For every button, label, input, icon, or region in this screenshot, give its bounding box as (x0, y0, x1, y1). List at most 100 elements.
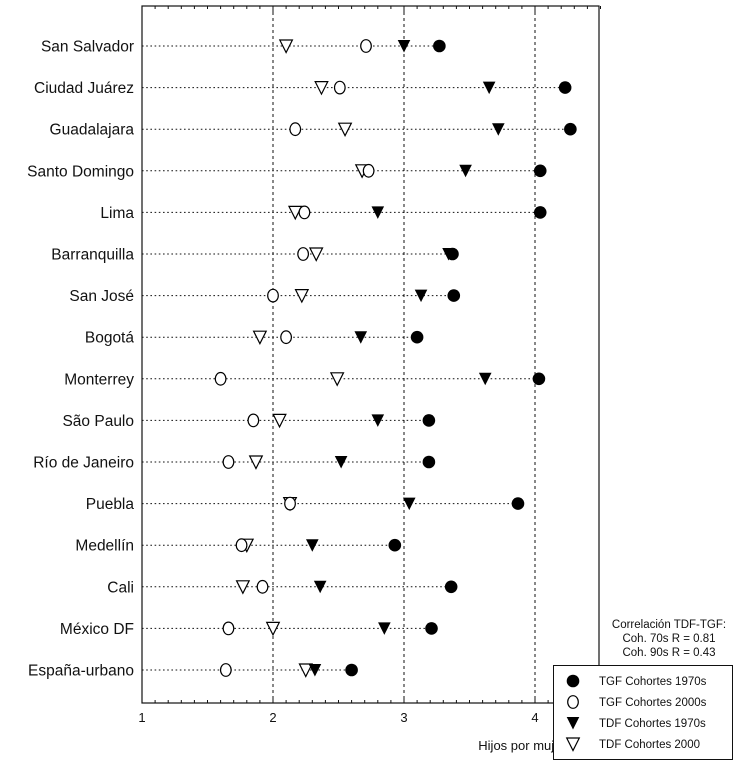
correlation-annotation: Correlación TDF-TGF: Coh. 70s R = 0.81 C… (598, 618, 740, 660)
data-point-filled-circle (532, 372, 546, 386)
x-tick-label: 3 (400, 710, 407, 725)
data-point-filled-triangle-down (313, 580, 327, 594)
data-point-open-circle (333, 80, 346, 95)
data-point-filled-circle (433, 39, 446, 53)
data-markers (214, 39, 577, 678)
data-point-open-circle (267, 288, 279, 303)
data-point-open-triangle-down (308, 247, 324, 262)
annotation-title: Correlación TDF-TGF: (611, 619, 727, 631)
row-guide-lines (142, 45, 571, 671)
legend-marker-filled-circle (566, 674, 580, 688)
data-point-filled-triangle-down (308, 664, 322, 677)
data-point-filled-circle (446, 247, 459, 261)
data-point-open-triangle-down (235, 580, 251, 595)
category-label: España-urbano (28, 663, 134, 680)
data-point-filled-circle (410, 330, 424, 344)
data-point-filled-circle (444, 580, 458, 594)
data-point-filled-circle (447, 289, 461, 302)
category-label: Santo Domingo (27, 163, 134, 180)
annotation-line-90s: Coh. 90s R = 0.43 (622, 647, 716, 659)
data-point-open-circle (362, 163, 375, 178)
legend-label: TDF Cohortes 1970s (599, 718, 706, 730)
category-label: San José (69, 288, 134, 305)
data-point-open-circle (360, 39, 372, 53)
category-label: São Paulo (62, 413, 134, 430)
x-axis-title: Hijos por mujer (478, 738, 566, 753)
category-label: Guadalajara (50, 122, 135, 139)
category-label: Barranquilla (51, 247, 134, 264)
category-label: Lima (100, 205, 134, 222)
category-label: Ciudad Juárez (34, 80, 134, 97)
data-point-open-triangle-down (252, 330, 268, 346)
data-point-open-triangle-down (278, 39, 294, 54)
legend-marker-filled-triangle-down (566, 717, 580, 730)
data-point-open-circle (297, 247, 310, 261)
data-point-filled-circle (511, 497, 525, 510)
category-labels: San Salvador Ciudad Juárez Guadalajara Sant… (27, 39, 134, 680)
data-point-open-circle (256, 579, 269, 594)
category-label: Monterrey (64, 371, 134, 388)
legend-marker-open-circle (567, 695, 579, 709)
data-point-open-triangle-down (248, 455, 264, 470)
legend-marker-open-triangle-down (565, 737, 581, 752)
plot-frame (141, 5, 600, 704)
data-point-open-circle (222, 621, 235, 636)
data-point-filled-triangle-down (414, 289, 428, 303)
data-point-open-circle (284, 496, 296, 511)
data-point-filled-circle (422, 414, 436, 427)
data-point-filled-triangle-down (354, 331, 368, 344)
legend-label: TGF Cohortes 1970s (599, 676, 707, 688)
category-label: Bogotá (85, 330, 135, 347)
data-point-filled-triangle-down (459, 164, 472, 178)
data-point-filled-circle (422, 455, 436, 469)
data-point-filled-triangle-down (482, 81, 496, 95)
data-point-filled-circle (533, 164, 547, 178)
category-label: Medellín (75, 538, 134, 555)
data-point-filled-circle (564, 122, 577, 136)
legend-entries: TGF Cohortes 1970s TGF Cohortes 2000s TDF … (565, 674, 707, 752)
category-label: Puebla (86, 496, 135, 513)
legend-label: TGF Cohortes 2000s (599, 697, 707, 709)
data-point-open-triangle-down (329, 372, 345, 387)
data-point-open-triangle-down (294, 289, 310, 304)
data-point-open-circle (214, 371, 227, 386)
x-tick-label: 2 (269, 710, 276, 725)
data-point-open-circle (219, 663, 232, 677)
category-label: México DF (60, 621, 134, 638)
data-point-filled-triangle-down (334, 456, 348, 469)
data-point-open-triangle-down (337, 122, 353, 138)
data-point-filled-circle (388, 538, 402, 552)
data-point-filled-triangle-down (378, 622, 391, 635)
data-point-filled-circle (558, 81, 572, 94)
data-point-filled-triangle-down (306, 539, 319, 552)
data-point-open-circle (289, 122, 302, 137)
data-point-filled-triangle-down (371, 414, 385, 427)
data-point-open-triangle-down (314, 80, 329, 96)
data-point-open-triangle-down (287, 205, 303, 221)
category-label: San Salvador (41, 39, 134, 56)
data-point-open-circle (235, 538, 248, 553)
axis-ticks: 1 2 3 4 (138, 6, 601, 725)
annotation-line-70s: Coh. 70s R = 0.81 (622, 633, 716, 645)
data-point-open-circle (222, 455, 235, 469)
category-label: Cali (107, 579, 134, 596)
data-point-open-triangle-down (272, 413, 287, 429)
grid-lines (272, 6, 536, 703)
data-point-open-circle (247, 413, 260, 428)
category-label: Río de Janeiro (33, 455, 134, 472)
data-point-filled-triangle-down (397, 40, 411, 53)
data-point-filled-circle (345, 663, 358, 677)
data-point-filled-circle (533, 206, 547, 219)
chart-legend: TGF Cohortes 1970s TGF Cohortes 2000s TDF … (553, 665, 733, 760)
x-tick-label: 1 (138, 710, 145, 725)
data-point-open-triangle-down (265, 621, 281, 637)
legend-label: TDF Cohortes 2000 (599, 739, 700, 751)
data-point-filled-triangle-down (402, 497, 416, 511)
data-point-open-circle (280, 330, 293, 345)
data-point-open-circle (298, 205, 311, 220)
data-point-filled-triangle-down (478, 372, 492, 386)
data-point-filled-circle (425, 622, 438, 635)
x-tick-label: 4 (531, 710, 538, 725)
data-point-filled-triangle-down (492, 123, 505, 136)
